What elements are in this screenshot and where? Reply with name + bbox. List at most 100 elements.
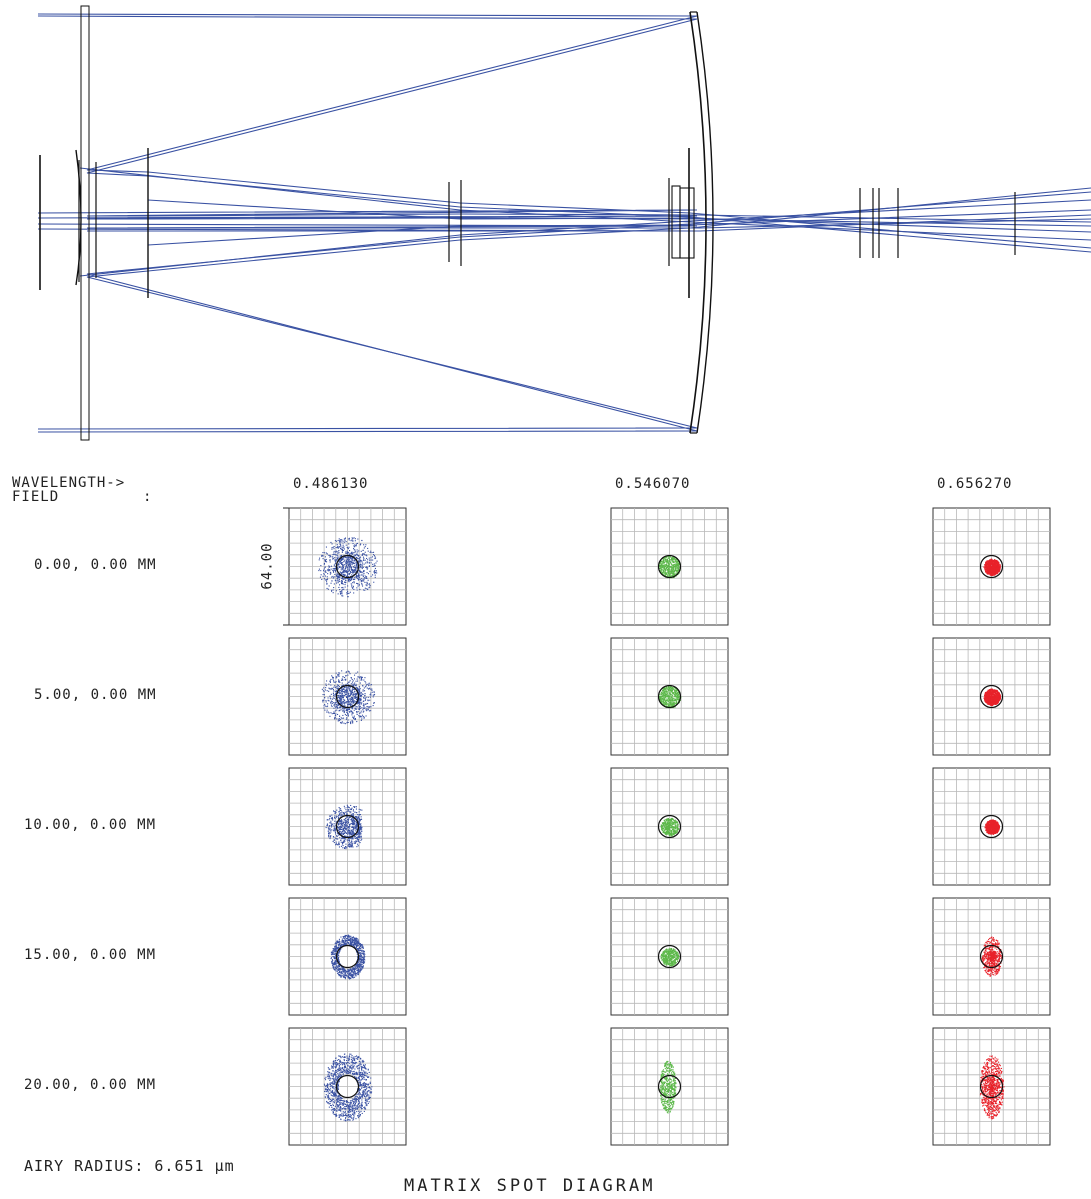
spot-point xyxy=(343,687,345,689)
spot-point xyxy=(665,828,667,830)
spot-point xyxy=(667,829,669,831)
spot-point xyxy=(349,580,351,582)
spot-point xyxy=(358,550,360,552)
spot-point xyxy=(340,808,342,810)
spot-point xyxy=(374,558,376,560)
spot-point xyxy=(368,682,370,684)
spot-point xyxy=(675,700,677,702)
spot-point xyxy=(665,697,667,699)
spot-point xyxy=(339,562,341,564)
spot-point xyxy=(673,694,675,696)
spot-point xyxy=(673,704,675,706)
spot-point xyxy=(667,822,669,824)
spot-point xyxy=(353,842,355,844)
spot-point xyxy=(338,680,340,682)
spot-point xyxy=(991,574,994,576)
spot-point xyxy=(341,539,343,541)
spot-point xyxy=(668,558,670,560)
spot-point xyxy=(669,698,671,700)
spot-point xyxy=(667,557,669,559)
spot-point xyxy=(354,820,356,822)
spot-point xyxy=(336,835,338,837)
spot-point xyxy=(672,562,674,564)
spot-point xyxy=(364,690,366,692)
spot-point xyxy=(330,568,332,570)
spot-point xyxy=(676,695,678,697)
spot-point xyxy=(357,585,359,587)
spot-point xyxy=(346,836,348,838)
spot-point xyxy=(675,827,677,829)
spot-point xyxy=(343,561,345,563)
spot-point xyxy=(666,830,668,832)
spot-point xyxy=(674,692,676,694)
spot-point xyxy=(340,703,342,705)
spot-point xyxy=(347,563,349,565)
spot-point xyxy=(340,709,342,711)
spot-point xyxy=(991,572,994,574)
spot-point xyxy=(339,808,341,810)
spot-point xyxy=(659,569,661,571)
spot-point xyxy=(344,830,346,832)
spot-point xyxy=(678,572,680,574)
spot-point xyxy=(662,827,664,829)
spot-point xyxy=(673,558,675,560)
spot-point xyxy=(668,574,670,576)
spot-point xyxy=(359,558,361,560)
spot-point xyxy=(676,689,678,691)
spot-point xyxy=(343,687,345,689)
spot-point xyxy=(358,706,360,708)
spot-point xyxy=(371,689,373,691)
spot-point xyxy=(341,702,343,704)
spot-point xyxy=(332,554,334,556)
spot-point xyxy=(661,696,663,698)
spot-point xyxy=(346,696,348,698)
spot-point xyxy=(369,684,371,686)
spot-point xyxy=(986,691,989,693)
spot-point xyxy=(355,561,357,563)
spot-point xyxy=(339,692,341,694)
spot-point xyxy=(333,686,335,688)
spot-point xyxy=(346,692,348,694)
spot-point xyxy=(334,685,336,687)
spot-point xyxy=(671,690,673,692)
spot-point xyxy=(676,697,678,699)
spot-point xyxy=(668,555,670,557)
spot-point xyxy=(333,690,335,692)
spot-point xyxy=(363,578,365,580)
spot-point xyxy=(348,546,350,548)
spot-point xyxy=(355,551,357,553)
spot-point xyxy=(324,704,326,706)
spot-point xyxy=(373,554,375,556)
spot-point xyxy=(363,697,365,699)
spot-point xyxy=(332,577,334,579)
spot-point xyxy=(347,556,349,558)
spot-point xyxy=(357,711,359,713)
spot-point xyxy=(355,685,357,687)
spot-point xyxy=(663,557,665,559)
spot-point xyxy=(671,696,673,698)
spot-point xyxy=(327,573,329,575)
spot-point xyxy=(341,589,343,591)
airy-circle xyxy=(335,554,360,579)
spot-point xyxy=(370,559,372,561)
spot-point xyxy=(998,698,1001,701)
spot-point xyxy=(353,549,355,551)
spot-point xyxy=(363,710,365,712)
spot-point xyxy=(678,824,680,826)
spot-point xyxy=(360,561,362,563)
spot-point xyxy=(342,588,344,590)
spot-point xyxy=(356,574,358,576)
spot-point xyxy=(341,678,343,680)
spot-point xyxy=(339,813,341,815)
spot-point xyxy=(353,693,355,695)
spot-point xyxy=(663,564,665,566)
spot-point xyxy=(360,836,362,838)
spot-point xyxy=(673,561,675,563)
spot-point xyxy=(677,698,679,700)
spot-point xyxy=(347,818,349,820)
spot-point xyxy=(364,559,366,561)
spot-point xyxy=(997,564,1000,566)
spot-point xyxy=(374,576,376,578)
spot-point xyxy=(671,697,673,699)
spot-point xyxy=(995,699,998,702)
